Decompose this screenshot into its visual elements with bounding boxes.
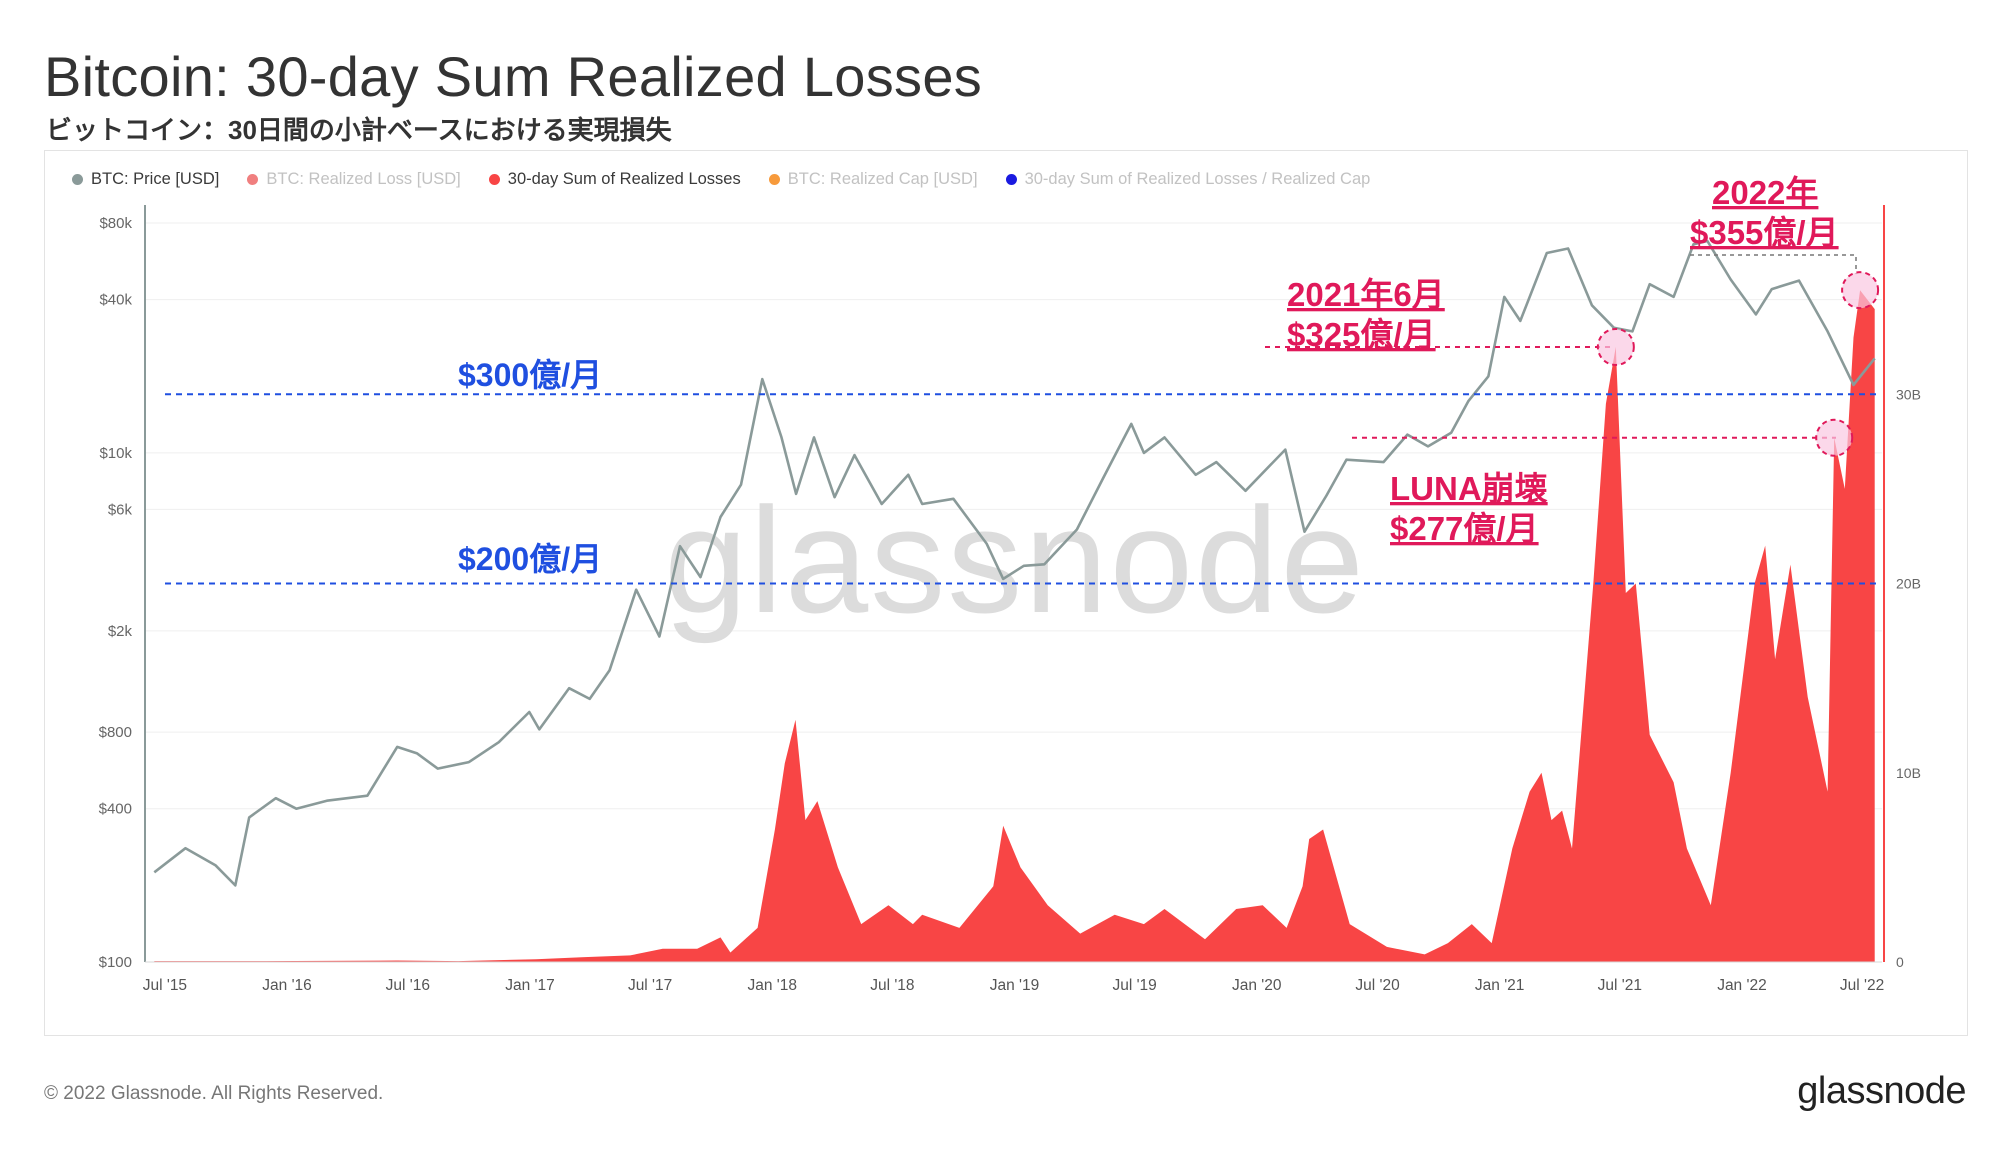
x-tick-label: Jul '17	[628, 977, 672, 994]
losses-area	[154, 290, 1875, 962]
annotation-2022-year: 2022年	[1712, 174, 1818, 211]
price-line	[153, 239, 1876, 887]
x-tick-label: Jul '22	[1840, 977, 1884, 994]
legend-dot-icon	[72, 173, 83, 185]
y-left-tick-label: $40k	[99, 292, 132, 309]
x-tick-label: Jan '18	[747, 977, 797, 994]
y-left-tick-label: $2k	[108, 623, 133, 640]
highlight-markers	[1265, 254, 1880, 457]
annotation-luna-title: LUNA崩壊	[1390, 470, 1548, 507]
annotation-luna-value: $277億/月	[1390, 510, 1539, 547]
x-tick-label: Jul '18	[870, 977, 914, 994]
legend-dot-icon	[768, 173, 780, 185]
legend-dot-icon	[488, 173, 500, 185]
annotation-jun2021-date: 2021年6月	[1287, 276, 1445, 313]
x-tick-label: Jan '21	[1475, 977, 1525, 994]
y-right-tick-label: 10B	[1896, 765, 1921, 781]
legend-item-losses-ratio[interactable]: 30-day Sum of Realized Losses / Realized…	[1005, 169, 1371, 189]
x-tick-label: Jul '21	[1598, 977, 1642, 994]
y-left-tick-label: $6k	[108, 501, 133, 518]
legend-item-realized-loss[interactable]: BTC: Realized Loss [USD]	[247, 169, 461, 189]
legend-item-30day-losses[interactable]: 30-day Sum of Realized Losses	[488, 169, 741, 189]
glassnode-logo[interactable]: glassnode	[1797, 1070, 1966, 1112]
y-right-tick-label: 0	[1896, 954, 1904, 970]
legend-label: BTC: Price [USD]	[91, 169, 220, 188]
highlight-circle	[1841, 271, 1880, 310]
y-left-ticks: $80k $40k $10k $6k $2k $800 $400 $100	[99, 215, 133, 971]
legend-label: BTC: Realized Cap [USD]	[787, 169, 978, 188]
legend-dot-icon	[247, 173, 259, 185]
x-tick-label: Jan '22	[1717, 977, 1767, 994]
legend-item-realized-cap[interactable]: BTC: Realized Cap [USD]	[768, 169, 978, 189]
x-tick-label: Jul '19	[1112, 977, 1156, 994]
y-right-tick-label: 20B	[1896, 576, 1921, 592]
y-left-tick-label: $10k	[99, 445, 132, 462]
x-tick-label: Jan '20	[1232, 977, 1282, 994]
legend-dot-icon	[1005, 173, 1017, 185]
footer-copyright: © 2022 Glassnode. All Rights Reserved.	[44, 1083, 384, 1104]
x-tick-label: Jul '20	[1355, 977, 1400, 994]
y2022-connector	[1690, 254, 1857, 275]
page-title: Bitcoin: 30-day Sum Realized Losses	[44, 45, 983, 108]
annotation-300: $300億/月	[458, 357, 602, 393]
x-tick-label: Jul '16	[386, 977, 430, 994]
y-left-tick-label: $100	[99, 954, 132, 971]
y-right-ticks: 30B 20B 10B 0	[1896, 386, 1921, 970]
highlight-circle	[1596, 327, 1635, 366]
y-left-tick-label: $80k	[99, 215, 132, 232]
y-left-tick-label: $800	[99, 724, 132, 741]
axes	[144, 205, 1885, 963]
legend-item-price[interactable]: BTC: Price [USD]	[72, 170, 219, 189]
legend-label: BTC: Realized Loss [USD]	[266, 169, 461, 188]
chart-legend: BTC: Price [USD] BTC: Realized Loss [USD…	[72, 168, 1398, 190]
y-left-tick-label: $400	[99, 801, 132, 818]
highlight-circle	[1815, 418, 1854, 457]
watermark-text: glassnode	[664, 476, 1366, 644]
annotation-200: $200億/月	[458, 541, 602, 577]
x-ticks: Jul '15 Jan '16 Jul '16 Jan '17 Jul '17 Jan '…	[143, 977, 1885, 994]
x-tick-label: Jan '16	[262, 977, 312, 994]
x-tick-label: Jul '15	[143, 977, 187, 994]
x-tick-label: Jan '17	[505, 977, 555, 994]
annotation-2022-value: $355億/月	[1690, 214, 1839, 251]
legend-label: 30-day Sum of Realized Losses	[507, 169, 741, 188]
annotations: $300億/月 $200億/月 2021年6月 $325億/月 LUNA崩壊 $…	[458, 174, 1839, 577]
y-right-tick-label: 30B	[1896, 386, 1921, 402]
legend-label: 30-day Sum of Realized Losses / Realized…	[1024, 169, 1371, 188]
page-subtitle: ビットコイン：30日間の小計ベースにおける実現損失	[46, 115, 672, 145]
watermark-layer: glassnode	[664, 476, 1366, 644]
annotation-jun2021-value: $325億/月	[1287, 316, 1436, 353]
x-tick-label: Jan '19	[990, 977, 1040, 994]
